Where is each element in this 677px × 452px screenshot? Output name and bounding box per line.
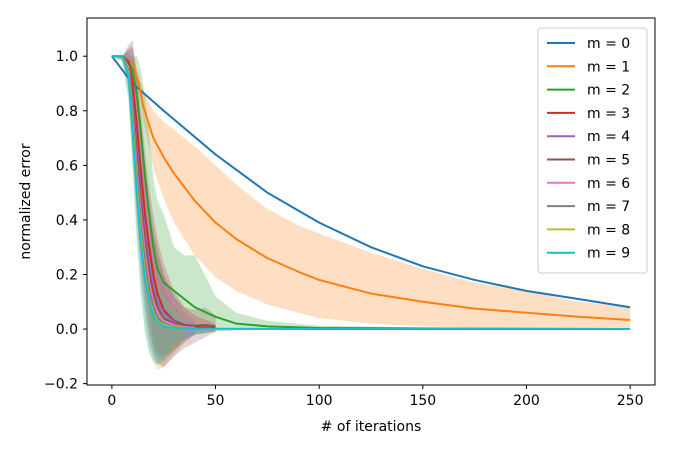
line-m-0 xyxy=(111,55,631,309)
legend-label: m = 4 xyxy=(587,129,630,145)
x-tick-label: 150 xyxy=(409,393,436,409)
x-axis-ticks: 0 50 100 150 200 250 xyxy=(107,385,643,409)
x-tick-label: 0 xyxy=(107,393,116,409)
y-tick-label: 0.2 xyxy=(56,267,78,283)
y-axis-ticks: −0.2 0.0 0.2 0.4 0.6 0.8 1.0 xyxy=(44,49,87,393)
y-axis-label: normalized error xyxy=(18,143,34,259)
y-tick-label: 0.8 xyxy=(56,104,78,120)
x-tick-label: 100 xyxy=(306,393,333,409)
legend-label: m = 2 xyxy=(587,83,630,99)
y-tick-label: 0.4 xyxy=(56,213,78,229)
y-tick-label: 0.6 xyxy=(56,158,78,174)
legend-label: m = 9 xyxy=(587,246,630,262)
x-tick-label: 200 xyxy=(513,393,540,409)
y-tick-label: −0.2 xyxy=(44,377,78,393)
band-m-8 xyxy=(111,50,185,370)
line-m-1 xyxy=(111,55,631,322)
legend-label: m = 1 xyxy=(587,59,630,75)
legend: m = 0 m = 1 m = 2 m = 3 m = 4 m = 5 m = 6 m = 7… xyxy=(537,27,648,274)
legend-label: m = 7 xyxy=(587,199,630,215)
line-m-9 xyxy=(111,55,631,331)
series-lines xyxy=(111,55,631,331)
band-m-1 xyxy=(111,56,631,330)
y-tick-label: 0.0 xyxy=(56,322,78,338)
legend-label: m = 0 xyxy=(587,36,630,52)
band-m-7 xyxy=(111,50,185,365)
band-m-9 xyxy=(111,50,631,365)
plot-frame xyxy=(86,17,656,386)
legend-label: m = 5 xyxy=(587,153,630,169)
y-tick-label: 1.0 xyxy=(56,49,78,65)
x-tick-label: 250 xyxy=(617,393,644,409)
legend-label: m = 8 xyxy=(587,222,630,238)
legend-label: m = 6 xyxy=(587,176,630,192)
x-axis-label: # of iterations xyxy=(321,419,422,435)
band-m-5 xyxy=(111,39,216,368)
line-m-2 xyxy=(111,55,631,331)
x-tick-label: 50 xyxy=(207,393,225,409)
legend-label: m = 3 xyxy=(587,106,630,122)
